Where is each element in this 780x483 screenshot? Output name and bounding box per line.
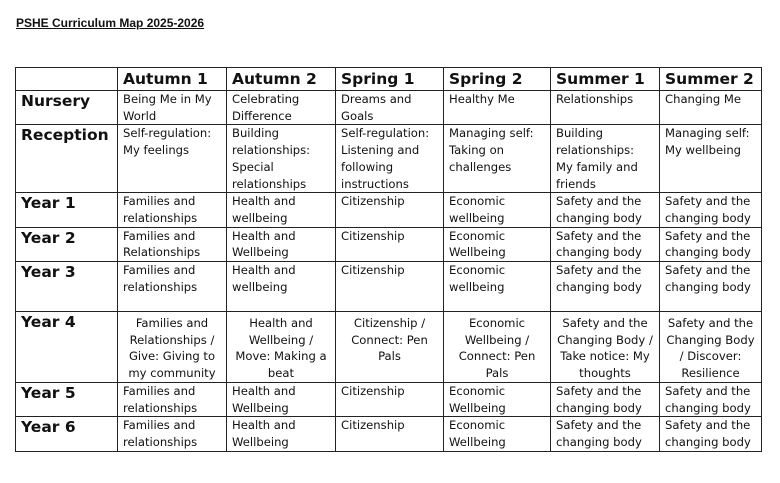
table-cell: Economic Wellbeing bbox=[443, 226, 551, 263]
table-cell: Citizenship bbox=[335, 192, 444, 228]
table-cell: Safety and the changing body bbox=[550, 226, 660, 263]
table-cell: Economic Wellbeing bbox=[443, 416, 551, 452]
table-cell: Citizenship bbox=[335, 416, 444, 452]
table-cell: Safety and the changing body bbox=[659, 226, 762, 263]
table-cell: Health and Wellbeing bbox=[226, 381, 336, 418]
table-cell: Economic Wellbeing / Connect: Pen Pals bbox=[443, 311, 551, 383]
table-cell: Citizenship / Connect: Pen Pals bbox=[335, 311, 444, 383]
table-cell: Changing Me bbox=[659, 89, 762, 126]
table-cell: Citizenship bbox=[335, 381, 444, 418]
table-cell: Safety and the changing body bbox=[550, 261, 660, 313]
table-cell: Safety and the changing body bbox=[659, 381, 762, 418]
table-cell: Being Me in My World bbox=[117, 89, 227, 126]
row-header: Nursery bbox=[15, 89, 118, 126]
curriculum-table: Autumn 1 Autumn 2 Spring 1 Spring 2 Summer 1… bbox=[15, 67, 762, 452]
column-header: Autumn 2 bbox=[226, 67, 336, 91]
table-cell: Celebrating Difference bbox=[226, 89, 336, 126]
table-cell: Safety and the changing body bbox=[659, 192, 762, 228]
table-cell: Safety and the Changing Body / Take noti… bbox=[550, 311, 660, 383]
table-cell: Healthy Me bbox=[443, 89, 551, 126]
corner-cell bbox=[15, 67, 118, 91]
table-cell: Managing self: Taking on challenges bbox=[443, 124, 551, 194]
table-cell: Self-regulation: My feelings bbox=[117, 124, 227, 194]
table-cell: Relationships bbox=[550, 89, 660, 126]
table-row: Year 1 Families and relationships Health a… bbox=[15, 192, 762, 228]
table-cell: Families and relationships bbox=[117, 261, 227, 313]
table-cell: Dreams and Goals bbox=[335, 89, 444, 126]
table-cell: Safety and the changing body bbox=[550, 381, 660, 418]
table-cell: Health and Wellbeing bbox=[226, 416, 336, 452]
row-header: Year 2 bbox=[15, 226, 118, 263]
column-header: Summer 1 bbox=[550, 67, 660, 91]
table-cell: Health and Wellbeing / Move: Making a be… bbox=[226, 311, 336, 383]
row-header: Year 5 bbox=[15, 381, 118, 418]
column-header: Summer 2 bbox=[659, 67, 762, 91]
table-cell: Health and wellbeing bbox=[226, 261, 336, 313]
table-cell: Families and relationships bbox=[117, 192, 227, 228]
table-cell: Citizenship bbox=[335, 226, 444, 263]
table-cell: Health and Wellbeing bbox=[226, 226, 336, 263]
table-cell: Safety and the changing body bbox=[659, 261, 762, 313]
table-cell: Health and wellbeing bbox=[226, 192, 336, 228]
column-header: Spring 2 bbox=[443, 67, 551, 91]
table-cell: Managing self: My wellbeing bbox=[659, 124, 762, 194]
column-header: Autumn 1 bbox=[117, 67, 227, 91]
table-row: Year 5 Families and relationships Health a… bbox=[15, 381, 762, 418]
table-cell: Safety and the changing body bbox=[550, 192, 660, 228]
table-cell: Safety and the changing body bbox=[659, 416, 762, 452]
table-cell: Building relationships: Special relation… bbox=[226, 124, 336, 194]
table-row: Year 6 Families and relationships Health a… bbox=[15, 416, 762, 452]
row-header: Year 4 bbox=[15, 311, 118, 383]
table-cell: Families and relationships bbox=[117, 416, 227, 452]
table-row: Year 3 Families and relationships Health a… bbox=[15, 261, 762, 313]
table-cell: Economic wellbeing bbox=[443, 192, 551, 228]
table-row: Year 2 Families and Relationships Health a… bbox=[15, 226, 762, 263]
table-cell: Self-regulation: Listening and following… bbox=[335, 124, 444, 194]
table-cell: Citizenship bbox=[335, 261, 444, 313]
table-cell: Safety and the changing body bbox=[550, 416, 660, 452]
table-cell: Safety and the Changing Body / Discover:… bbox=[659, 311, 762, 383]
table-row: Reception Self-regulation: My feelings Bui… bbox=[15, 124, 762, 194]
row-header: Reception bbox=[15, 124, 118, 194]
row-header: Year 6 bbox=[15, 416, 118, 452]
table-cell: Families and Relationships bbox=[117, 226, 227, 263]
column-header: Spring 1 bbox=[335, 67, 444, 91]
table-cell: Families and Relationships / Give: Givin… bbox=[117, 311, 227, 383]
table-row: Nursery Being Me in My World Celebrating D… bbox=[15, 89, 762, 126]
table-cell: Economic Wellbeing bbox=[443, 381, 551, 418]
table-row: Year 4 Families and Relationships / Give:… bbox=[15, 311, 762, 383]
table-cell: Building relationships: My family and fr… bbox=[550, 124, 660, 194]
row-header: Year 1 bbox=[15, 192, 118, 228]
row-header: Year 3 bbox=[15, 261, 118, 313]
page-title: PSHE Curriculum Map 2025-2026 bbox=[16, 16, 205, 30]
table-cell: Economic wellbeing bbox=[443, 261, 551, 313]
table-cell: Families and relationships bbox=[117, 381, 227, 418]
